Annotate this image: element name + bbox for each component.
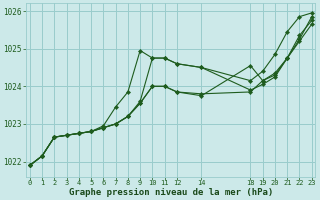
X-axis label: Graphe pression niveau de la mer (hPa): Graphe pression niveau de la mer (hPa) bbox=[69, 188, 273, 197]
